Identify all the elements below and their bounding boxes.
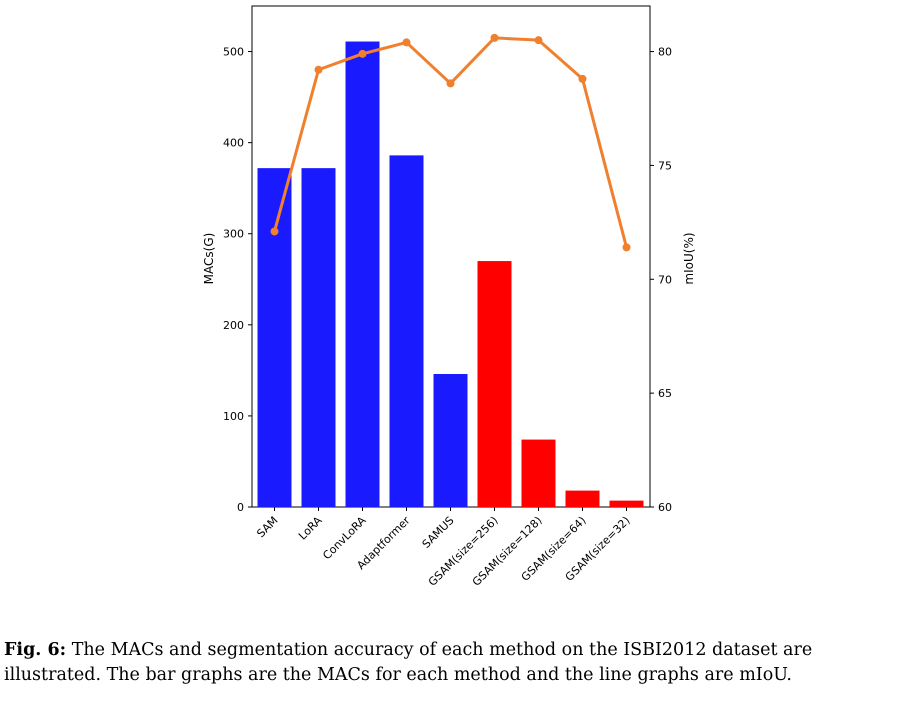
y-axis-title-left: MACs(G): [202, 233, 216, 285]
miou-point-1: [270, 227, 279, 236]
miou-point-3: [358, 49, 367, 58]
x-tick-label: SAMUS: [420, 514, 457, 551]
bar-series: [257, 41, 644, 508]
right-tick-label: 75: [658, 159, 672, 172]
bar-9: [609, 500, 644, 507]
bar-2: [301, 168, 336, 507]
figure-caption-text: The MACs and segmentation accuracy of ea…: [4, 640, 813, 685]
miou-point-5: [446, 79, 455, 88]
right-tick-label: 60: [658, 501, 672, 514]
miou-point-7: [534, 36, 543, 45]
bar-4: [389, 155, 424, 507]
miou-point-4: [402, 38, 411, 47]
left-tick-label: 400: [223, 137, 244, 150]
right-tick-label: 65: [658, 387, 672, 400]
y-axis-title-right: mIoU(%): [682, 232, 696, 284]
left-tick-label: 200: [223, 319, 244, 332]
right-axis-ticks: 60 65 70 75 80: [650, 46, 672, 514]
x-tick-label: SAM: [254, 514, 280, 540]
miou-point-6: [490, 33, 499, 42]
right-tick-label: 70: [658, 273, 672, 286]
x-tick-label: LoRA: [296, 514, 325, 543]
bar-5: [433, 374, 468, 507]
left-tick-label: 0: [237, 501, 244, 514]
left-tick-label: 100: [223, 410, 244, 423]
bar-1: [257, 168, 292, 507]
bar-7: [521, 439, 556, 507]
figure-caption: Fig. 6: The MACs and segmentation accura…: [4, 638, 896, 688]
miou-point-9: [622, 243, 631, 252]
miou-point-8: [578, 74, 587, 83]
left-tick-label: 500: [223, 46, 244, 59]
miou-point-2: [314, 65, 323, 74]
figure-label: Fig. 6:: [4, 640, 67, 660]
bar-3: [345, 41, 380, 508]
line-series: [270, 33, 631, 252]
right-tick-label: 80: [658, 46, 672, 59]
left-axis-ticks: 0 100 200 300 400 500: [223, 46, 252, 514]
bar-8: [565, 490, 600, 507]
left-tick-label: 300: [223, 228, 244, 241]
bar-6: [477, 261, 512, 507]
